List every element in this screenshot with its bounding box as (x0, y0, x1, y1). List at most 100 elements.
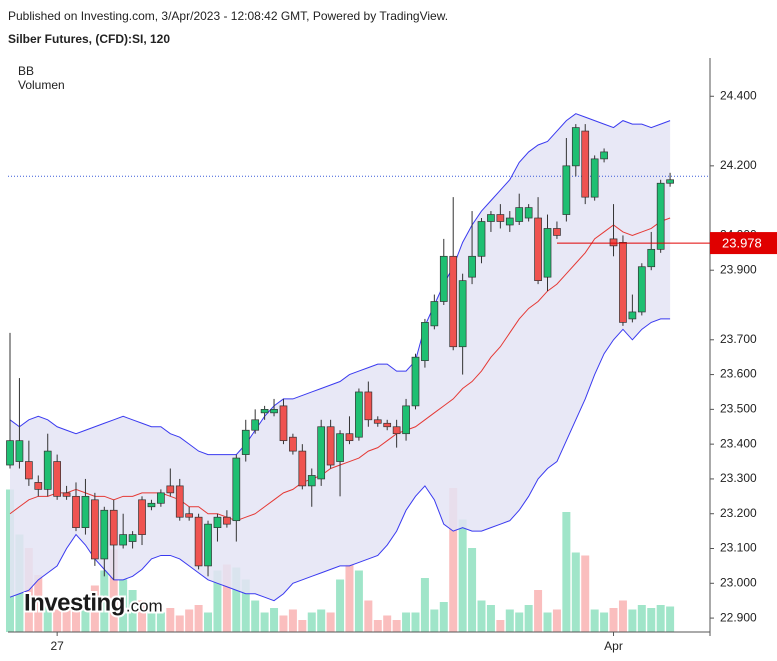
band-fill (10, 113, 671, 601)
volume-bar (241, 579, 250, 632)
candle-body (534, 217, 542, 281)
y-tick-label: 23.100 (720, 541, 757, 555)
candle-body (373, 419, 382, 424)
volume-bar (515, 612, 524, 632)
volume-bar (185, 609, 194, 632)
candle-body (383, 422, 392, 428)
band-upper (9, 113, 671, 456)
candle-body (656, 182, 665, 250)
y-tick-label: 22.900 (720, 610, 757, 624)
volume-bar (562, 512, 571, 632)
y-tick-label: 24.400 (720, 88, 757, 102)
candle-body (411, 356, 420, 407)
volume-bar (194, 605, 203, 632)
candle-body (496, 214, 505, 222)
volume-bar (232, 567, 241, 632)
candle-body (194, 516, 203, 567)
band-lower (9, 318, 671, 602)
candle-body (449, 255, 458, 348)
candle-body (147, 502, 156, 508)
candle-body (468, 255, 476, 278)
candle-body (326, 426, 335, 466)
candle-body (43, 450, 52, 490)
candle-body (91, 499, 99, 560)
volume-bar (156, 612, 165, 632)
candle-body (317, 426, 326, 480)
candle-body (515, 207, 524, 222)
volume-bar (656, 605, 665, 632)
volume-bar (552, 609, 561, 632)
volume-bar (666, 606, 675, 632)
candle-body (251, 419, 260, 431)
candle-body (119, 534, 128, 546)
candle-body (307, 475, 316, 487)
volume-bar (279, 615, 288, 632)
candle-body (298, 450, 307, 487)
volume-bar (383, 615, 392, 632)
volume-bar (618, 600, 627, 632)
volume-bar (147, 605, 156, 632)
volume-bar (600, 612, 609, 632)
x-tick-label: 27 (50, 639, 64, 653)
candle-body (6, 440, 14, 466)
volume-bar (637, 605, 646, 632)
volume-bar (345, 564, 354, 632)
candle-body (628, 311, 637, 320)
candle-body (138, 499, 146, 535)
candle-body (600, 151, 608, 160)
y-tick-label: 23.300 (720, 471, 757, 485)
candle-body (553, 228, 561, 236)
candle-body (185, 513, 194, 518)
candle-body (571, 127, 580, 167)
volume-bar (505, 609, 514, 632)
candle-body (402, 405, 410, 435)
candle-body (581, 130, 590, 198)
volume-bar (119, 579, 128, 632)
candle-body (637, 266, 646, 313)
volume-bar (543, 612, 552, 632)
volume-bar (336, 579, 345, 632)
y-tick-label: 23.600 (720, 367, 757, 381)
volume-bar (590, 609, 599, 632)
volume-bar (524, 605, 533, 632)
y-tick-label: 23.700 (720, 332, 757, 346)
legend-entry: BB (18, 64, 34, 78)
candle-body (53, 461, 62, 497)
candle-body (157, 492, 165, 504)
candle-body (392, 426, 401, 435)
volume-bar (326, 612, 335, 632)
candle-body (524, 207, 533, 219)
volume-bar (53, 609, 62, 632)
volume-bar (571, 552, 580, 632)
y-tick-label: 23.900 (720, 262, 757, 276)
volume-bar (581, 555, 590, 632)
volume-bar (251, 600, 260, 632)
y-tick-label: 23.000 (720, 575, 757, 589)
candle-body (15, 440, 24, 462)
volume-bar (317, 609, 326, 632)
candle-body (100, 509, 109, 560)
candle-body (204, 523, 212, 567)
volume-bar (175, 615, 184, 632)
volume-bar (647, 608, 656, 632)
volume-bar (204, 612, 213, 632)
volume-bar (213, 570, 222, 632)
volume-bar (392, 620, 401, 632)
volume-bar (496, 620, 505, 632)
volume-bar (439, 602, 448, 632)
plot: Investing.com24.40024.20024.00023.90023.… (6, 58, 777, 653)
volume-bar (34, 575, 43, 632)
volume-bar (90, 585, 99, 632)
candle-body (62, 492, 71, 497)
logo-suffix: .com (126, 596, 163, 615)
candle-body (34, 482, 43, 490)
candle-body (289, 436, 297, 452)
candle-body (109, 509, 118, 546)
volume-bar (81, 600, 90, 632)
volume-bar (420, 578, 429, 632)
y-tick-label: 24.200 (720, 158, 757, 172)
candle-body (270, 409, 278, 414)
volume-bar (307, 612, 316, 632)
